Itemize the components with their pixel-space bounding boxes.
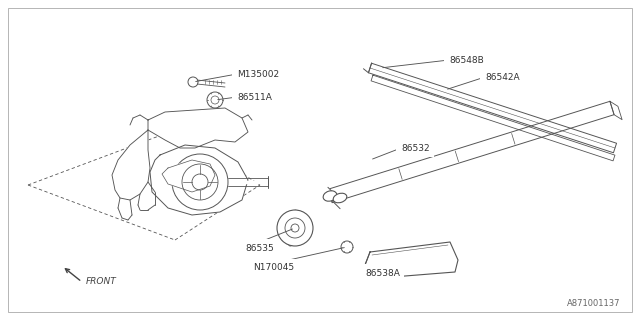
Polygon shape — [162, 160, 215, 192]
Text: FRONT: FRONT — [86, 277, 116, 286]
Polygon shape — [365, 242, 458, 278]
Circle shape — [188, 77, 198, 87]
Circle shape — [207, 92, 223, 108]
Text: 86548B: 86548B — [449, 55, 484, 65]
Text: A871001137: A871001137 — [566, 299, 620, 308]
Polygon shape — [150, 145, 248, 215]
Polygon shape — [112, 130, 150, 200]
Text: 86511A: 86511A — [237, 92, 272, 101]
Circle shape — [277, 210, 313, 246]
Ellipse shape — [333, 193, 347, 203]
Circle shape — [172, 154, 228, 210]
Polygon shape — [328, 101, 614, 203]
Polygon shape — [610, 101, 622, 120]
Polygon shape — [369, 63, 616, 153]
Circle shape — [291, 224, 299, 232]
Text: 86532: 86532 — [401, 143, 429, 153]
Polygon shape — [185, 176, 200, 187]
Text: 86542A: 86542A — [485, 73, 520, 82]
Text: M135002: M135002 — [237, 69, 279, 78]
Polygon shape — [371, 75, 615, 161]
Polygon shape — [148, 108, 248, 148]
Circle shape — [192, 174, 208, 190]
Text: 86538A: 86538A — [365, 268, 400, 277]
Text: N170045: N170045 — [253, 263, 294, 273]
Circle shape — [341, 241, 353, 253]
Text: 86535: 86535 — [245, 244, 274, 252]
Polygon shape — [175, 165, 190, 175]
Ellipse shape — [323, 191, 337, 201]
